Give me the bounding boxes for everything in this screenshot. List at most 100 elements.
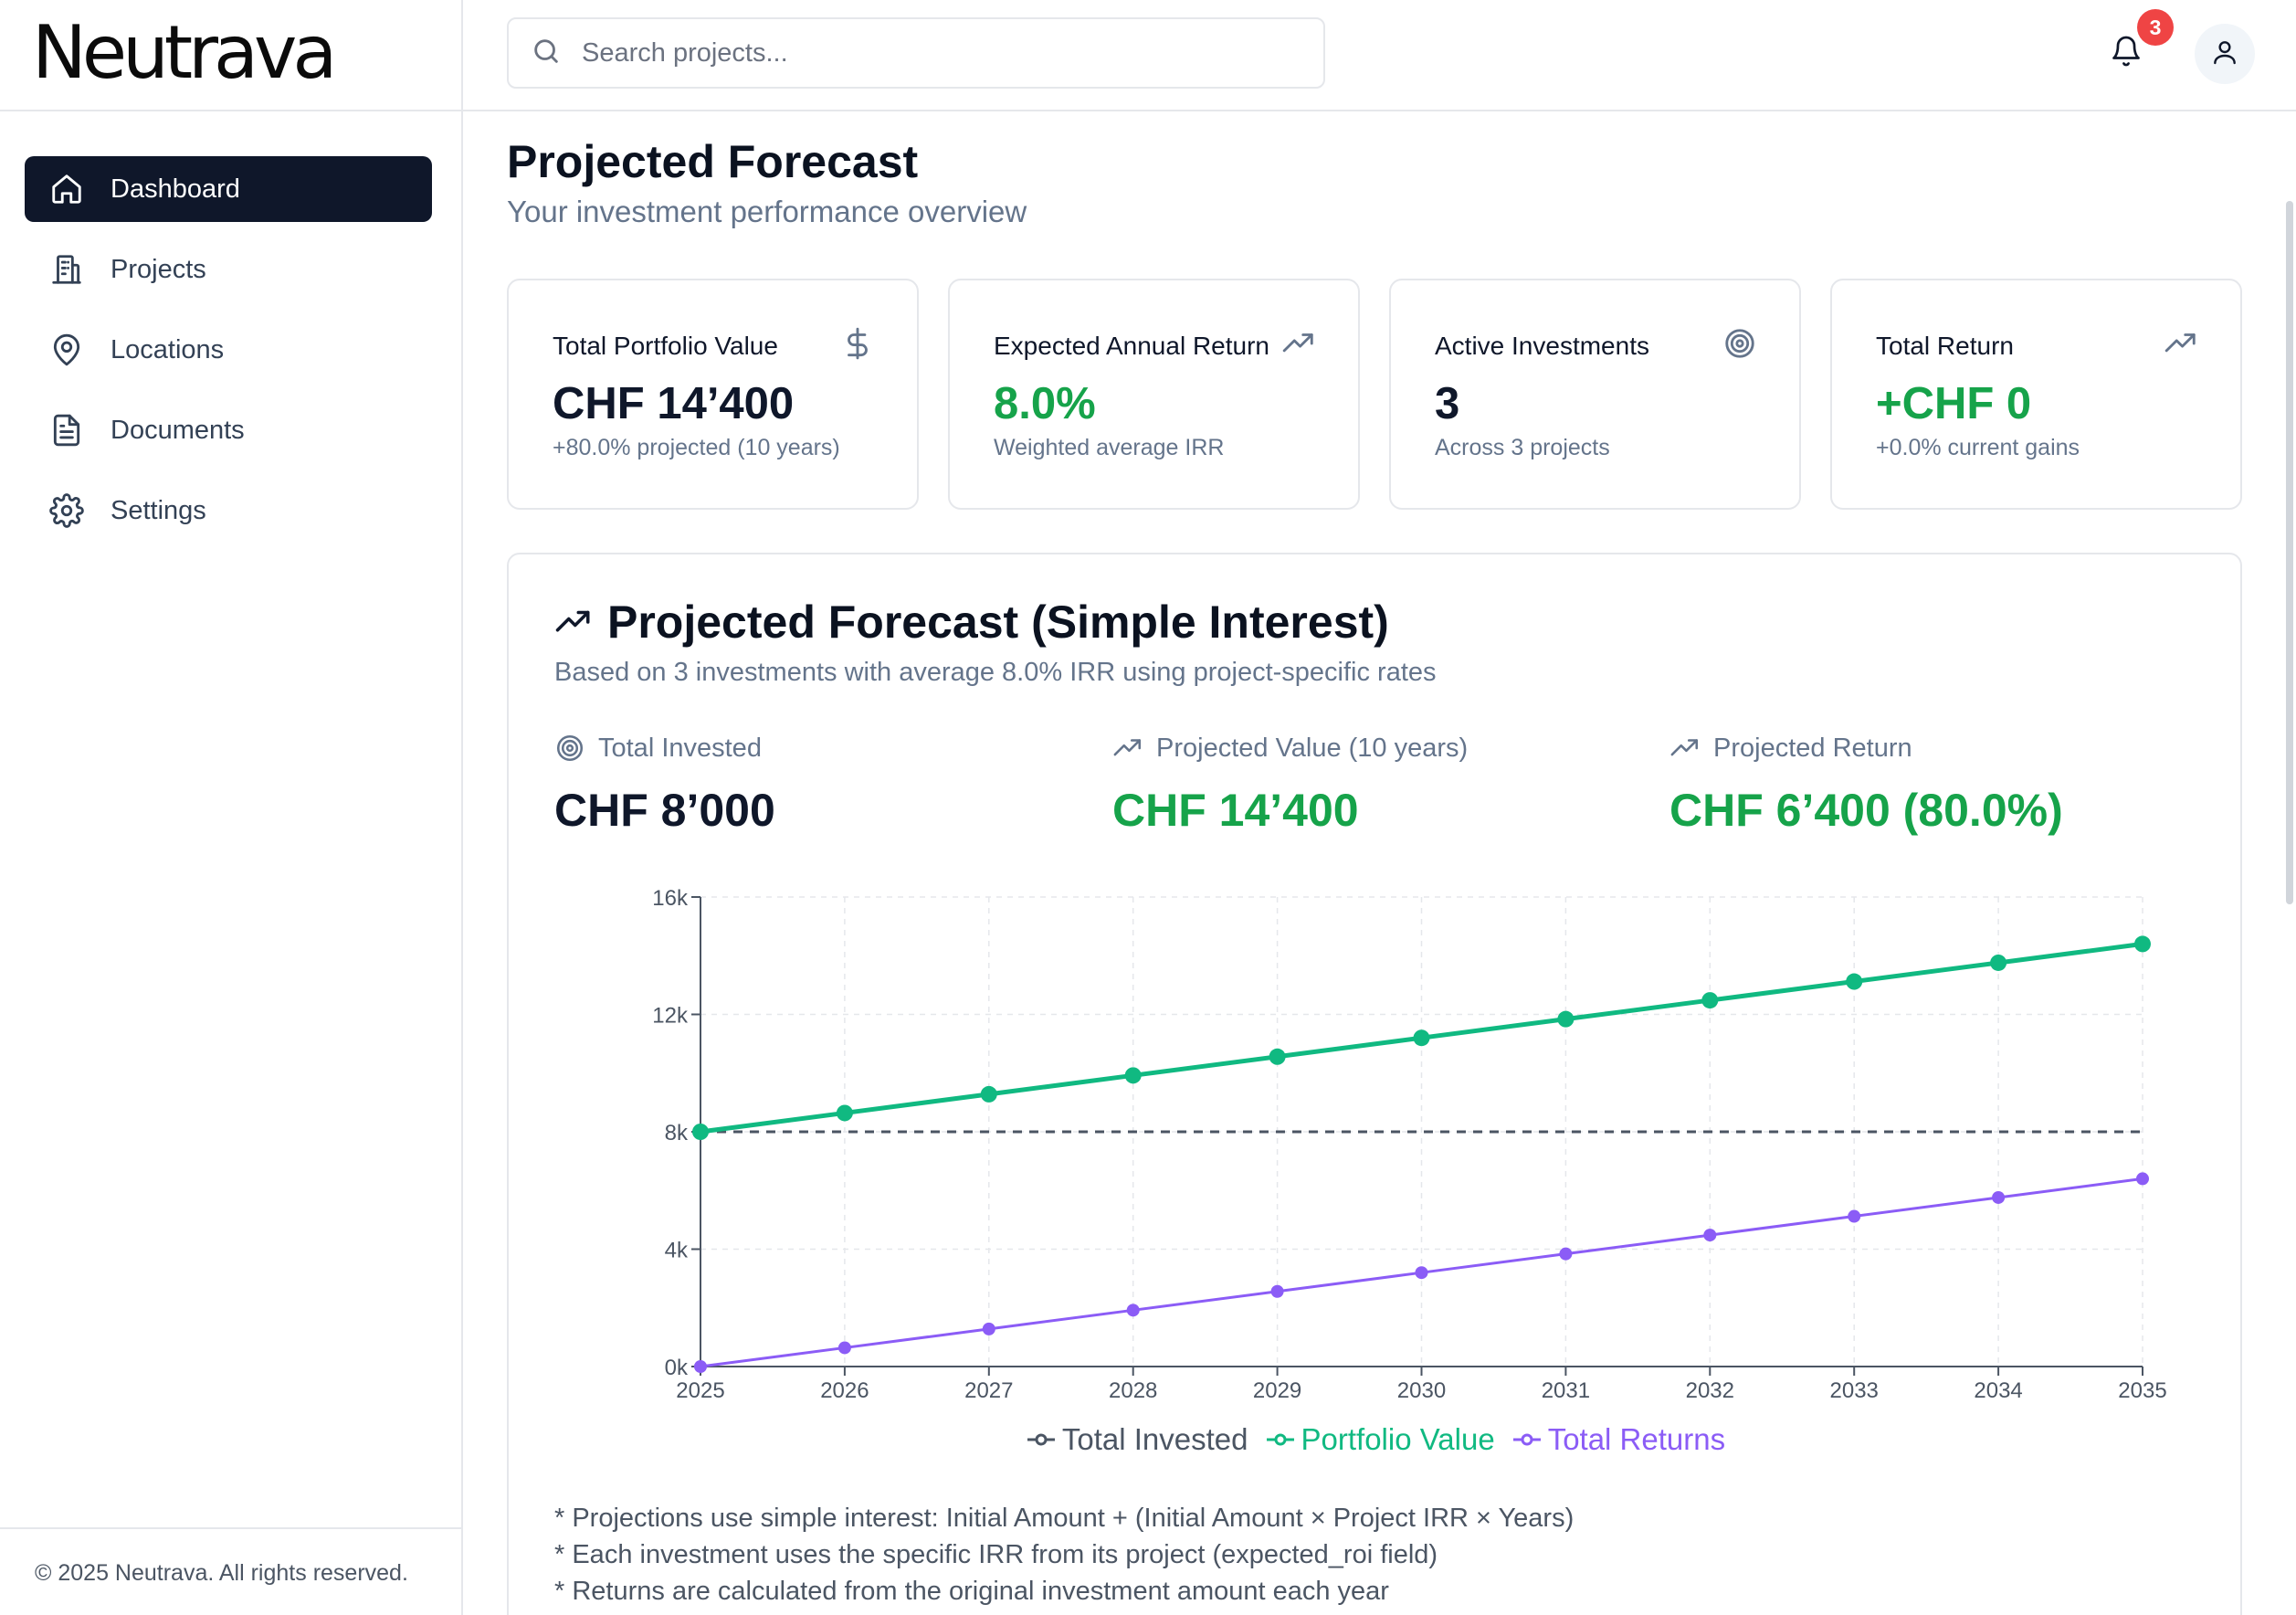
data-point-total-returns [837, 1341, 851, 1355]
x-tick-label: 2027 [964, 1378, 1013, 1403]
user-icon [2210, 37, 2239, 71]
y-tick-label: 8k [665, 1121, 689, 1145]
data-point-portfolio-value [1701, 992, 1719, 1009]
data-point-total-returns [1848, 1209, 1861, 1223]
divider [0, 1527, 463, 1529]
copyright-footer: © 2025 Neutrava. All rights reserved. [35, 1560, 408, 1586]
metric-value: CHF 6’400 (80.0%) [1669, 785, 2063, 836]
data-point-portfolio-value [1990, 954, 2007, 971]
trending-up-icon [1112, 733, 1156, 764]
data-point-total-returns [982, 1322, 995, 1335]
dollar-icon [840, 326, 875, 361]
note-line: * Projections use simple interest: Initi… [554, 1504, 1575, 1533]
metric-label: Projected Value (10 years) [1156, 733, 1469, 763]
trending-up-icon [1281, 326, 1316, 361]
x-tick-label: 2030 [1397, 1378, 1446, 1403]
notifications-button[interactable] [2104, 31, 2148, 75]
sidebar-item-label: Projects [111, 254, 206, 284]
data-point-portfolio-value [1269, 1048, 1286, 1065]
stat-value: +CHF 0 [1876, 379, 2032, 428]
target-icon [1722, 326, 1757, 361]
stat-value: 8.0% [994, 379, 1096, 428]
sidebar: Neutrava Dashboard Projects Locations Do… [0, 0, 463, 1615]
bell-icon [2110, 35, 2143, 72]
legend-label: Total Returns [1547, 1422, 1726, 1456]
legend-item-total-returns[interactable]: Total Returns [1512, 1422, 1726, 1457]
topbar: 3 [463, 0, 2296, 111]
data-point-total-returns [694, 1360, 707, 1373]
stat-subtext: +80.0% projected (10 years) [553, 435, 840, 460]
x-tick-label: 2028 [1109, 1378, 1157, 1403]
forecast-description: Based on 3 investments with average 8.0%… [554, 658, 1437, 687]
forecast-title: Projected Forecast (Simple Interest) [554, 596, 1389, 649]
sidebar-item-projects[interactable]: Projects [25, 237, 432, 302]
sidebar-item-dashboard[interactable]: Dashboard [25, 156, 432, 222]
data-point-portfolio-value [1846, 973, 1863, 990]
legend-item-total-invested[interactable]: Total Invested [1027, 1422, 1248, 1457]
page-title: Projected Forecast [507, 136, 919, 187]
stat-subtext: Across 3 projects [1435, 435, 1610, 460]
metric-label: Projected Return [1713, 733, 1912, 763]
home-icon [48, 171, 85, 207]
sidebar-nav: Dashboard Projects Locations Documents S… [25, 156, 432, 558]
data-point-total-returns [1415, 1266, 1428, 1280]
document-icon [48, 412, 85, 449]
data-point-portfolio-value [1124, 1067, 1142, 1084]
x-tick-label: 2025 [676, 1378, 724, 1403]
stat-subtext: +0.0% current gains [1876, 435, 2080, 460]
page-subtitle: Your investment performance overview [507, 195, 1027, 228]
chart-legend: Total Invested Portfolio Value Total Ret… [509, 1422, 2244, 1457]
y-tick-label: 0k [665, 1356, 689, 1380]
x-tick-label: 2029 [1253, 1378, 1301, 1403]
legend-item-portfolio-value[interactable]: Portfolio Value [1266, 1422, 1495, 1457]
forecast-line-chart: 0k 4k 8k 12k 16k 2025 2026 2027 2028 2029 2030 2031… [652, 886, 2166, 1403]
page-scrollbar[interactable] [2286, 201, 2293, 904]
brand-logo[interactable]: Neutrava [32, 10, 337, 95]
metric-total-invested: Total Invested CHF 8’000 [554, 733, 775, 837]
y-tick-label: 12k [652, 1004, 689, 1029]
trending-up-icon [2164, 326, 2198, 361]
y-tick-label: 4k [665, 1239, 689, 1263]
sidebar-item-label: Locations [111, 334, 225, 364]
search-icon [531, 36, 582, 71]
metric-label: Total Invested [598, 733, 762, 763]
forecast-notes: * Projections use simple interest: Initi… [554, 1500, 1574, 1610]
x-tick-label: 2026 [820, 1378, 869, 1403]
note-line: * Each investment uses the specific IRR … [554, 1540, 1438, 1569]
data-point-total-returns [1703, 1229, 1717, 1242]
data-point-total-returns [1559, 1247, 1573, 1261]
metric-value: CHF 8’000 [554, 785, 775, 836]
stat-card-annual-return: Expected Annual Return 8.0% Weighted ave… [948, 279, 1360, 510]
stat-value: CHF 14’400 [553, 379, 795, 428]
stat-label: Active Investments [1435, 332, 1649, 360]
sidebar-item-label: Dashboard [111, 174, 240, 204]
note-line: * Returns are calculated from the origin… [554, 1577, 1389, 1606]
stat-subtext: Weighted average IRR [994, 435, 1225, 460]
x-tick-label: 2033 [1830, 1378, 1879, 1403]
stat-label: Expected Annual Return [994, 332, 1269, 360]
x-tick-label: 2035 [2118, 1378, 2166, 1403]
search-box[interactable] [507, 17, 1325, 89]
target-icon [554, 733, 598, 764]
data-point-total-returns [1126, 1304, 1140, 1317]
sidebar-item-label: Documents [111, 415, 245, 445]
data-point-portfolio-value [692, 1124, 709, 1140]
data-point-portfolio-value [1557, 1010, 1575, 1028]
metric-projected-return: Projected Return CHF 6’400 (80.0%) [1669, 733, 2063, 837]
legend-label: Total Invested [1061, 1422, 1248, 1456]
data-point-portfolio-value [836, 1104, 853, 1122]
legend-label: Portfolio Value [1301, 1422, 1495, 1456]
building-icon [48, 251, 85, 288]
user-avatar-button[interactable] [2195, 24, 2255, 84]
sidebar-item-locations[interactable]: Locations [25, 317, 432, 383]
sidebar-item-label: Settings [111, 495, 206, 525]
stat-card-active-investments: Active Investments 3 Across 3 projects [1389, 279, 1801, 510]
sidebar-item-settings[interactable]: Settings [25, 478, 432, 544]
search-input[interactable] [582, 37, 1294, 69]
sidebar-item-documents[interactable]: Documents [25, 397, 432, 463]
stat-label: Total Portfolio Value [553, 332, 778, 360]
trending-up-icon [1669, 733, 1713, 764]
legend-marker [1266, 1433, 1294, 1446]
stat-label: Total Return [1876, 332, 2014, 360]
data-point-portfolio-value [2134, 935, 2151, 953]
